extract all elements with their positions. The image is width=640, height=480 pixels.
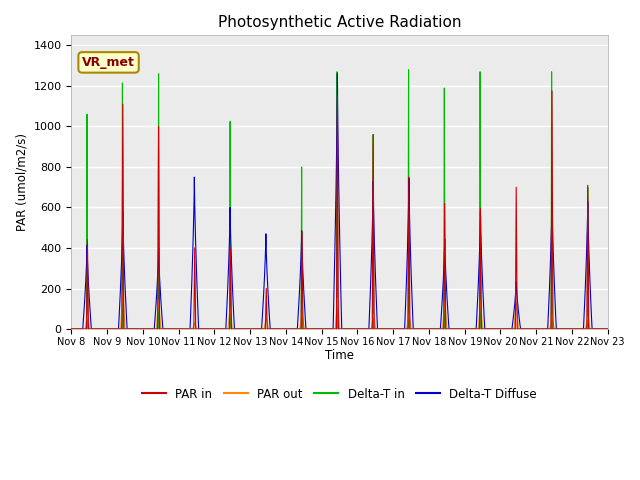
Y-axis label: PAR (umol/m2/s): PAR (umol/m2/s): [15, 133, 28, 231]
Title: Photosynthetic Active Radiation: Photosynthetic Active Radiation: [218, 15, 461, 30]
Legend: PAR in, PAR out, Delta-T in, Delta-T Diffuse: PAR in, PAR out, Delta-T in, Delta-T Dif…: [138, 383, 541, 405]
X-axis label: Time: Time: [325, 349, 354, 362]
Text: VR_met: VR_met: [82, 56, 135, 69]
